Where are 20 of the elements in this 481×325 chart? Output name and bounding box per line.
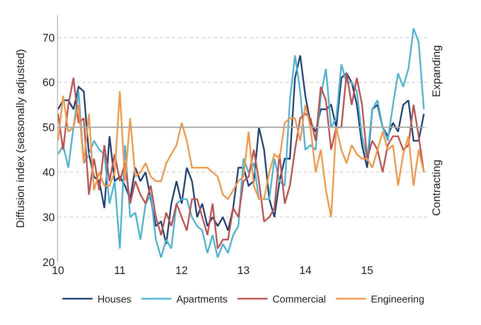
line-series — [58, 28, 425, 258]
y-axis-title: Diffusion index (seasonally adjusted) — [15, 49, 28, 228]
text: Contracting — [431, 160, 444, 216]
text: Expanding — [430, 45, 443, 98]
x-tick-label: 13 — [237, 265, 250, 277]
x-tick-label: 14 — [299, 265, 312, 277]
y-tick-label: 60 — [42, 77, 55, 90]
legend-label: Houses — [98, 294, 132, 306]
y-tick-label: 40 — [42, 167, 55, 180]
y-tick-label: 30 — [42, 212, 55, 224]
x-tick-label: 12 — [176, 265, 188, 277]
y-tick-label: 50 — [42, 122, 55, 134]
x-tick-label: 11 — [114, 265, 126, 277]
legend-label: Commercial — [272, 294, 326, 306]
line-series — [58, 90, 425, 218]
x-tick-label: 10 — [52, 265, 64, 277]
y-tick-label: 70 — [42, 32, 55, 44]
legend-label: Apartments — [176, 294, 228, 306]
x-tick-label: 15 — [361, 265, 374, 277]
legend-label: Engineering — [370, 294, 424, 306]
